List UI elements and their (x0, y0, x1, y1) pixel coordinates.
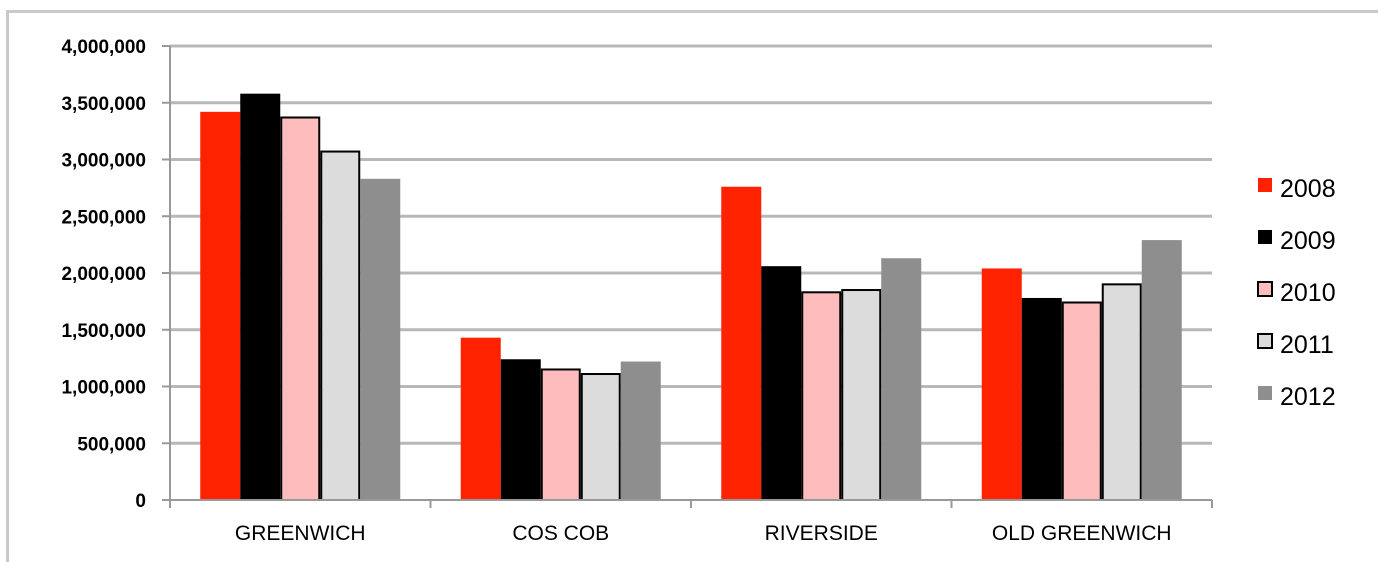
y-tick-label: 2,000,000 (61, 264, 146, 285)
legend-swatch-2010 (1257, 281, 1273, 297)
y-tick-label: 0 (135, 491, 146, 512)
legend-label-2010: 2010 (1280, 279, 1336, 307)
bar-2010-riverside (801, 291, 842, 502)
bar-2008-cos-cob (460, 337, 501, 500)
y-tick-label: 2,500,000 (61, 207, 146, 228)
bar-2012-cos-cob (620, 361, 661, 500)
bar-2010-greenwich (280, 116, 321, 501)
x-category-label: GREENWICH (235, 522, 366, 545)
x-category-label: RIVERSIDE (765, 522, 878, 545)
legend-label-2012: 2012 (1280, 383, 1336, 411)
bar-2008-old-greenwich (981, 268, 1022, 500)
y-tick-label: 3,500,000 (61, 94, 146, 115)
bar-2008-greenwich (200, 111, 241, 500)
bar-2009-greenwich (240, 93, 281, 501)
bar-2011-greenwich (320, 150, 361, 501)
bar-2011-old-greenwich (1101, 283, 1142, 501)
legend-swatch-2011 (1257, 333, 1273, 349)
y-tick-label: 1,000,000 (61, 378, 146, 399)
y-tick-label: 500,000 (77, 434, 146, 455)
bar-2012-riverside (881, 258, 922, 500)
bar-2008-riverside (721, 186, 762, 501)
bars (200, 93, 1182, 502)
legend-label-2008: 2008 (1280, 175, 1336, 203)
legend: 2008 2009 2010 2011 2012 (1257, 175, 1336, 411)
x-category-label: OLD GREENWICH (992, 522, 1172, 545)
legend-swatch-2012 (1258, 386, 1272, 400)
bar-2012-old-greenwich (1141, 240, 1182, 500)
bar-2009-old-greenwich (1021, 297, 1062, 500)
bar-2010-cos-cob (540, 368, 581, 501)
legend-swatch-2008 (1258, 178, 1272, 192)
y-tick-labels: 0 500,000 1,000,000 1,500,000 2,000,000 2,500… (61, 37, 146, 512)
bar-2009-cos-cob (500, 359, 541, 500)
chart-frame (6, 10, 1378, 562)
gridlines (170, 44, 1212, 445)
axes (162, 45, 1213, 508)
legend-swatch-2009 (1258, 230, 1272, 244)
y-tick-label: 3,000,000 (61, 151, 146, 172)
y-tick-label: 1,500,000 (61, 321, 146, 342)
x-category-label: COS COB (512, 522, 609, 545)
y-tick-label: 4,000,000 (61, 37, 146, 58)
legend-label-2009: 2009 (1280, 227, 1336, 255)
legend-label-2011: 2011 (1280, 331, 1334, 359)
bar-2009-riverside (761, 266, 802, 500)
bar-2012-greenwich (360, 178, 401, 501)
bar-2011-cos-cob (580, 373, 621, 502)
x-category-labels: GREENWICH COS COB RIVERSIDE OLD GREENWICH (235, 522, 1172, 545)
bar-2010-old-greenwich (1061, 301, 1102, 502)
bar-2011-riverside (841, 289, 882, 501)
